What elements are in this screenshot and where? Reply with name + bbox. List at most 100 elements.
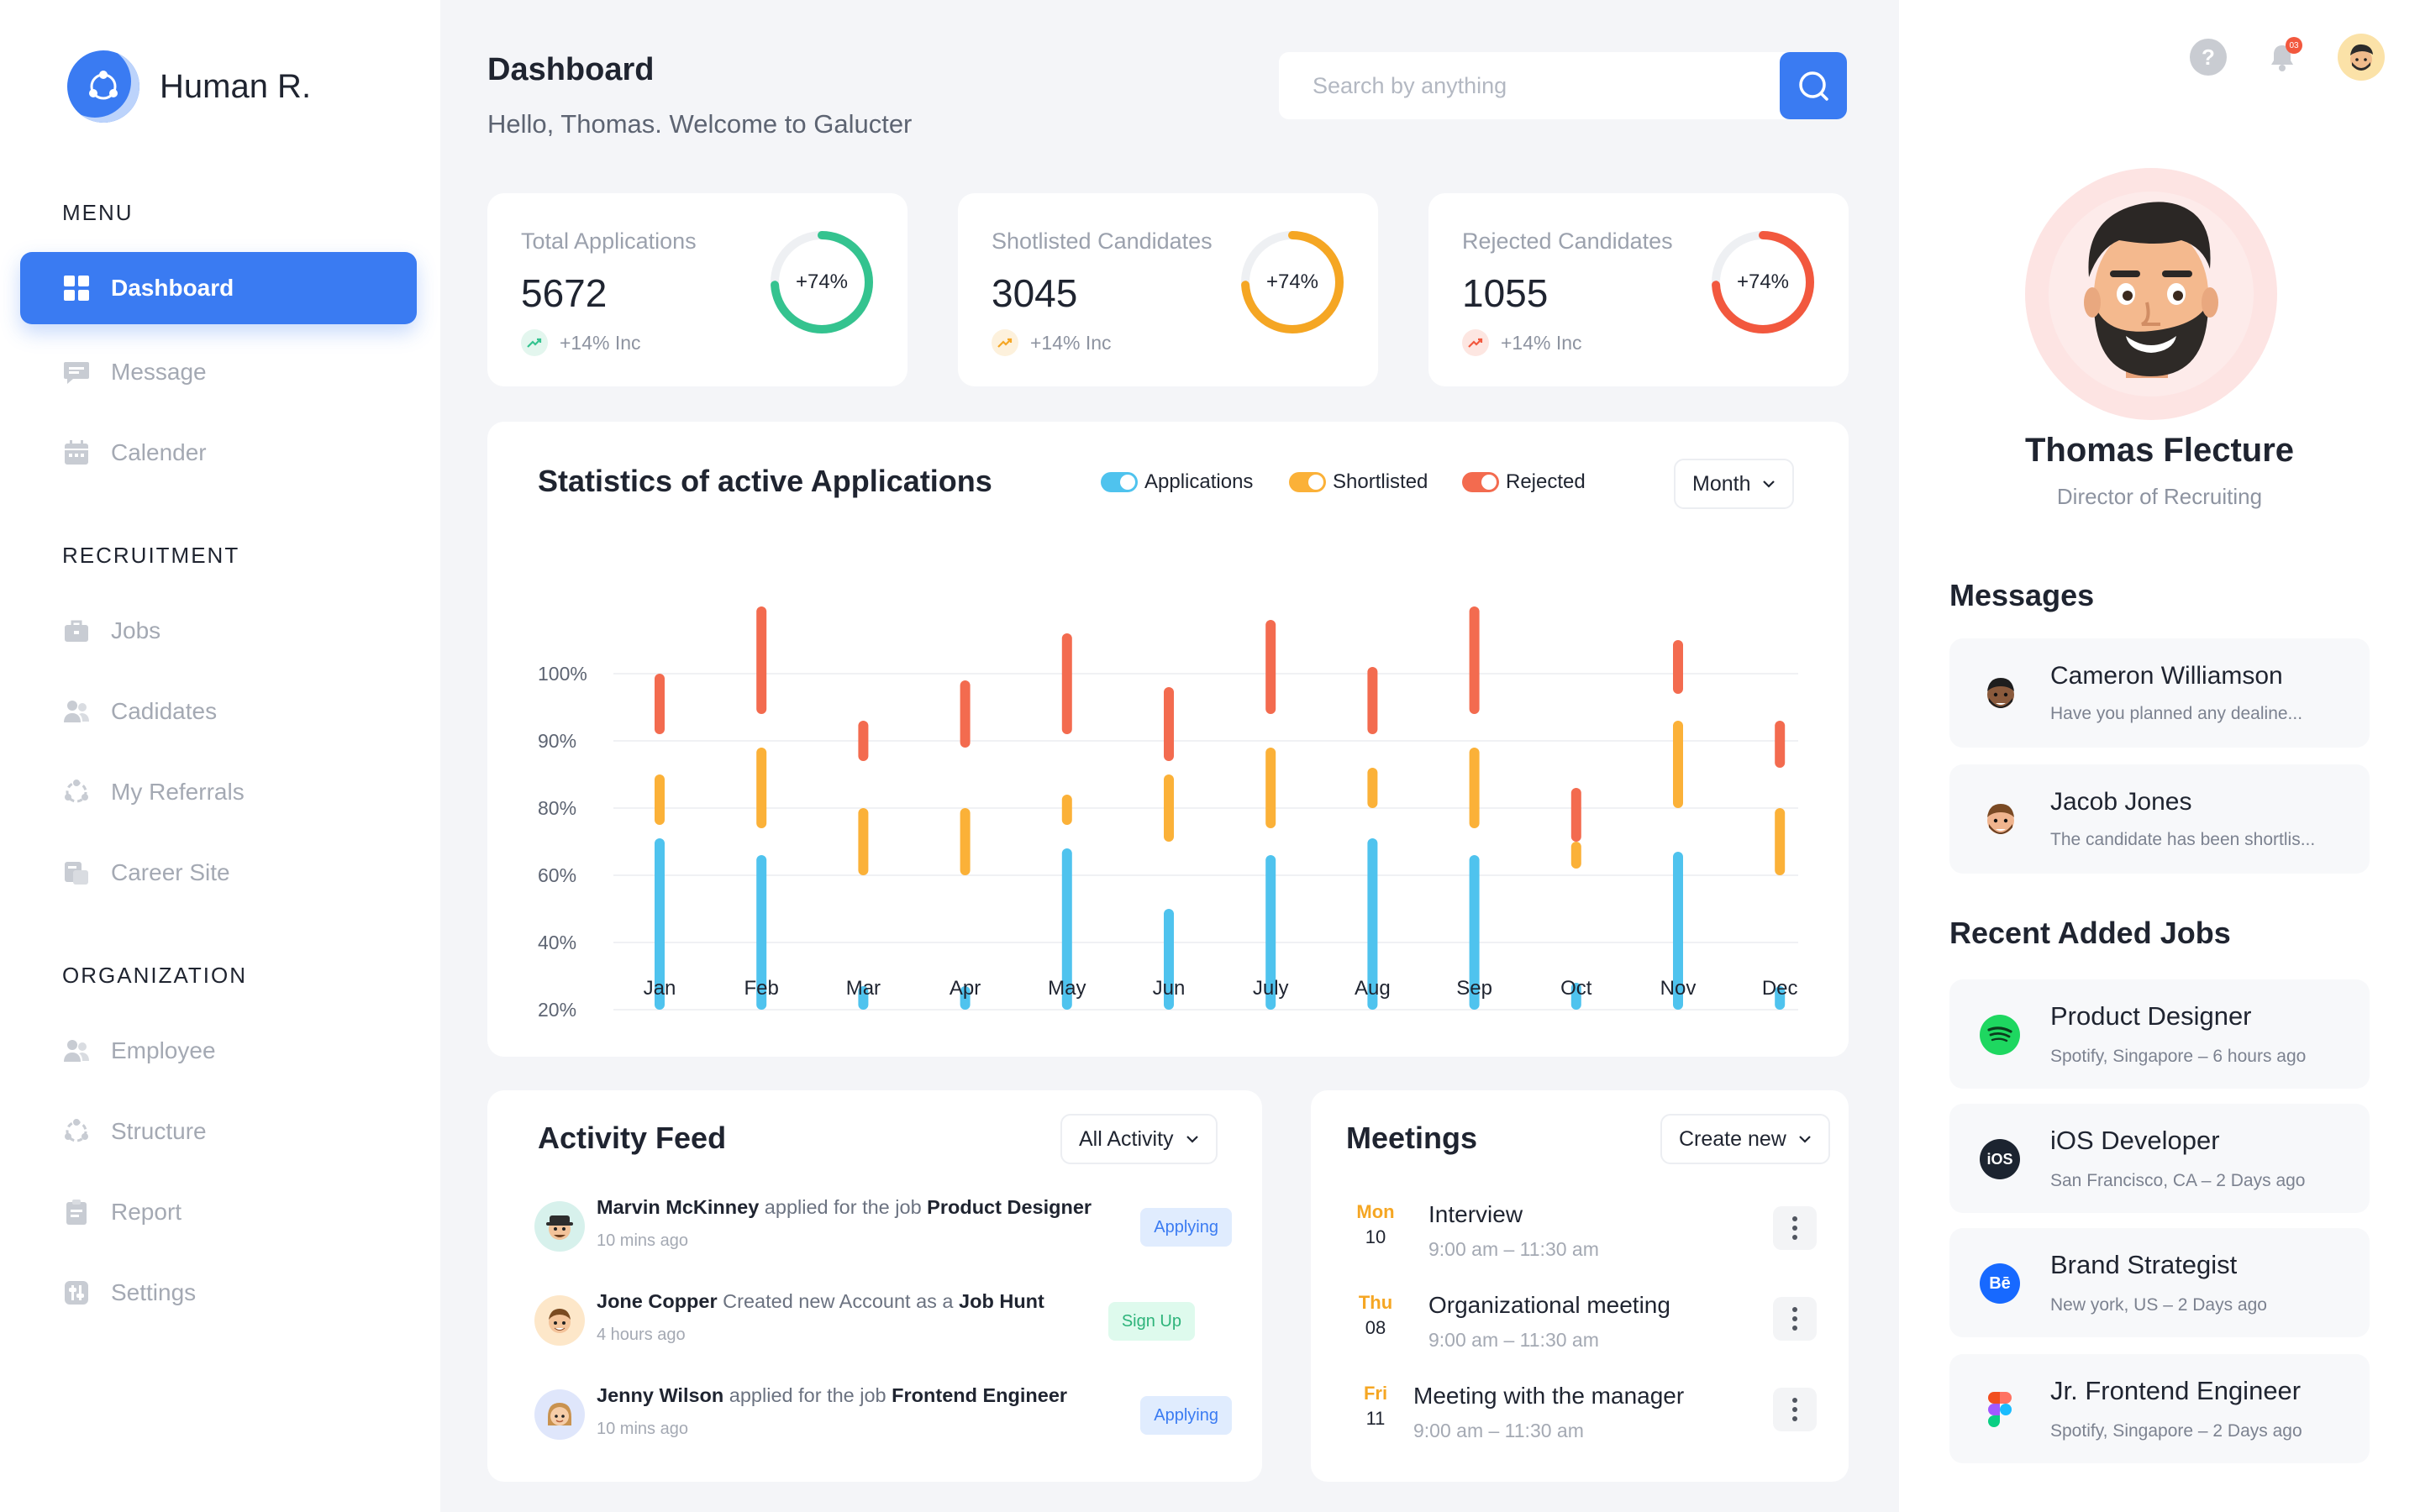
chart-bar-shortlisted-july[interactable] (1265, 748, 1276, 828)
nav-label-candidates: Cadidates (111, 698, 218, 724)
search-input[interactable] (1279, 52, 1780, 119)
nav-section-organization: ORGANIZATION (62, 963, 247, 988)
job-item[interactable]: iOS iOS Developer San Francisco, CA – 2 … (1949, 1104, 2370, 1213)
chart-bar-rejected-aug[interactable] (1367, 667, 1378, 734)
chart-bar-shortlisted-may[interactable] (1061, 795, 1072, 825)
message-item[interactable]: Cameron Williamson Have you planned any … (1949, 638, 2370, 748)
chart-bar-rejected-oct[interactable] (1570, 788, 1581, 842)
more-options-icon[interactable] (1773, 1297, 1817, 1341)
chart-bar-rejected-sep[interactable] (1469, 606, 1480, 714)
chart-bar-shortlisted-oct[interactable] (1570, 842, 1581, 869)
activity-action: applied for the job (759, 1196, 928, 1218)
nav-item-dashboard[interactable]: Dashboard (20, 252, 417, 324)
legend-applications[interactable]: Applications (1101, 470, 1253, 494)
nav-item-employee[interactable]: Employee (20, 1015, 417, 1087)
chart-bar-rejected-jun[interactable] (1164, 687, 1174, 761)
chart-bar-applications-sep[interactable] (1469, 855, 1480, 1010)
chart-bar-applications-jun[interactable] (1164, 909, 1174, 1010)
nav-item-structure[interactable]: Structure (20, 1095, 417, 1168)
avatar (1975, 793, 2027, 845)
status-badge: Applying (1140, 1396, 1232, 1435)
nav-item-settings[interactable]: Settings (20, 1257, 417, 1329)
chart-bar-shortlisted-nov[interactable] (1673, 721, 1683, 808)
stat-card-shortlisted[interactable]: Shotlisted Candidates 3045 +14% Inc +74% (958, 193, 1378, 386)
chart-bar-rejected-dec[interactable] (1775, 721, 1786, 768)
more-options-icon[interactable] (1773, 1206, 1817, 1250)
user-avatar[interactable] (2338, 34, 2385, 81)
profile-avatar[interactable] (2025, 168, 2277, 420)
meeting-item[interactable]: Fri 11 Meeting with the manager 9:00 am … (1346, 1378, 1817, 1453)
chart-bar-shortlisted-mar[interactable] (858, 808, 869, 875)
meeting-item[interactable]: Thu 08 Organizational meeting 9:00 am – … (1346, 1287, 1817, 1362)
nav-item-jobs[interactable]: Jobs (20, 595, 417, 667)
progress-ring (1712, 231, 1814, 333)
chart-bar-applications-nov[interactable] (1673, 852, 1683, 1010)
progress-ring-label: +74% (795, 270, 849, 293)
stat-card-rejected[interactable]: Rejected Candidates 1055 +14% Inc +74% (1428, 193, 1849, 386)
nav-item-message[interactable]: Message (20, 336, 417, 408)
calendar-icon (62, 438, 91, 467)
chart-bar-shortlisted-apr[interactable] (960, 808, 971, 875)
stat-card-total-applications[interactable]: Total Applications 5672 +14% Inc +74% (487, 193, 908, 386)
meeting-item[interactable]: Mon 10 Interview 9:00 am – 11:30 am (1346, 1196, 1817, 1272)
nav-label-dashboard: Dashboard (111, 275, 234, 301)
chart-bar-shortlisted-jan[interactable] (655, 774, 665, 825)
message-item[interactable]: Jacob Jones The candidate has been short… (1949, 764, 2370, 874)
activity-text: Jenny Wilson applied for the job Fronten… (597, 1384, 1067, 1407)
chart-bar-rejected-nov[interactable] (1673, 640, 1683, 694)
activity-item[interactable]: Jenny Wilson applied for the job Fronten… (534, 1381, 1232, 1448)
nav-item-candidates[interactable]: Cadidates (20, 675, 417, 748)
chart-bar-rejected-apr[interactable] (960, 680, 971, 748)
more-options-icon[interactable] (1773, 1388, 1817, 1431)
chart-bar-applications-feb[interactable] (756, 855, 767, 1010)
chart-bar-shortlisted-dec[interactable] (1775, 808, 1786, 875)
chart-bar-applications-oct[interactable] (1570, 983, 1581, 1010)
activity-filter-dropdown[interactable]: All Activity (1060, 1114, 1218, 1164)
chart-bar-applications-jan[interactable] (655, 838, 665, 1010)
chart-bar-rejected-may[interactable] (1061, 633, 1072, 734)
create-new-dropdown[interactable]: Create new (1660, 1114, 1830, 1164)
meeting-date-number: 11 (1365, 1408, 1386, 1429)
activity-item[interactable]: Marvin McKinney applied for the job Prod… (534, 1193, 1232, 1260)
chart-bar-applications-apr[interactable] (960, 986, 971, 1010)
job-title: iOS Developer (2050, 1126, 2220, 1155)
job-item[interactable]: Bē Brand Strategist New york, US – 2 Day… (1949, 1228, 2370, 1337)
help-icon[interactable]: ? (2190, 39, 2227, 76)
stat-increase: +14% Inc (992, 329, 1112, 356)
legend-shortlisted[interactable]: Shortlisted (1289, 470, 1428, 494)
chart-bar-shortlisted-feb[interactable] (756, 748, 767, 828)
chart-bar-rejected-july[interactable] (1265, 620, 1276, 714)
toggle-switch[interactable] (1289, 472, 1326, 492)
meeting-day: Fri (1363, 1383, 1388, 1404)
chart-title: Statistics of active Applications (538, 464, 992, 498)
nav-label-settings: Settings (111, 1279, 197, 1305)
toggle-switch[interactable] (1101, 472, 1138, 492)
job-item[interactable]: Jr. Frontend Engineer Spotify, Singapore… (1949, 1354, 2370, 1463)
chart-bar-rejected-mar[interactable] (858, 721, 869, 761)
legend-rejected[interactable]: Rejected (1462, 470, 1586, 494)
chart-bar-applications-dec[interactable] (1775, 986, 1786, 1010)
chart-bar-rejected-jan[interactable] (655, 674, 665, 734)
nav-item-referrals[interactable]: My Referrals (20, 756, 417, 828)
chart-bar-shortlisted-aug[interactable] (1367, 768, 1378, 808)
job-item[interactable]: Product Designer Spotify, Singapore – 6 … (1949, 979, 2370, 1089)
trend-up-icon (1462, 329, 1489, 356)
toggle-switch[interactable] (1462, 472, 1499, 492)
chart-bar-applications-mar[interactable] (858, 986, 869, 1010)
chart-bar-applications-may[interactable] (1061, 848, 1072, 1010)
nav-item-career-site[interactable]: Career Site (20, 837, 417, 909)
chart-bar-shortlisted-sep[interactable] (1469, 748, 1480, 828)
chart-bar-rejected-feb[interactable] (756, 606, 767, 714)
activity-item[interactable]: Jone Copper Created new Account as a Job… (534, 1287, 1232, 1354)
search-button[interactable] (1780, 52, 1847, 119)
brand[interactable]: Human R. (67, 50, 311, 123)
nav-item-report[interactable]: Report (20, 1176, 417, 1248)
chart-bar-shortlisted-jun[interactable] (1164, 774, 1174, 842)
chart-bar-applications-aug[interactable] (1367, 838, 1378, 1010)
stat-increase-text: +14% Inc (1501, 331, 1582, 354)
structure-icon (62, 1117, 91, 1146)
period-dropdown[interactable]: Month (1674, 459, 1795, 509)
nav-item-calender[interactable]: Calender (20, 417, 417, 489)
notification-bell-icon[interactable]: 03 (2264, 37, 2302, 76)
chart-bar-applications-july[interactable] (1265, 855, 1276, 1010)
